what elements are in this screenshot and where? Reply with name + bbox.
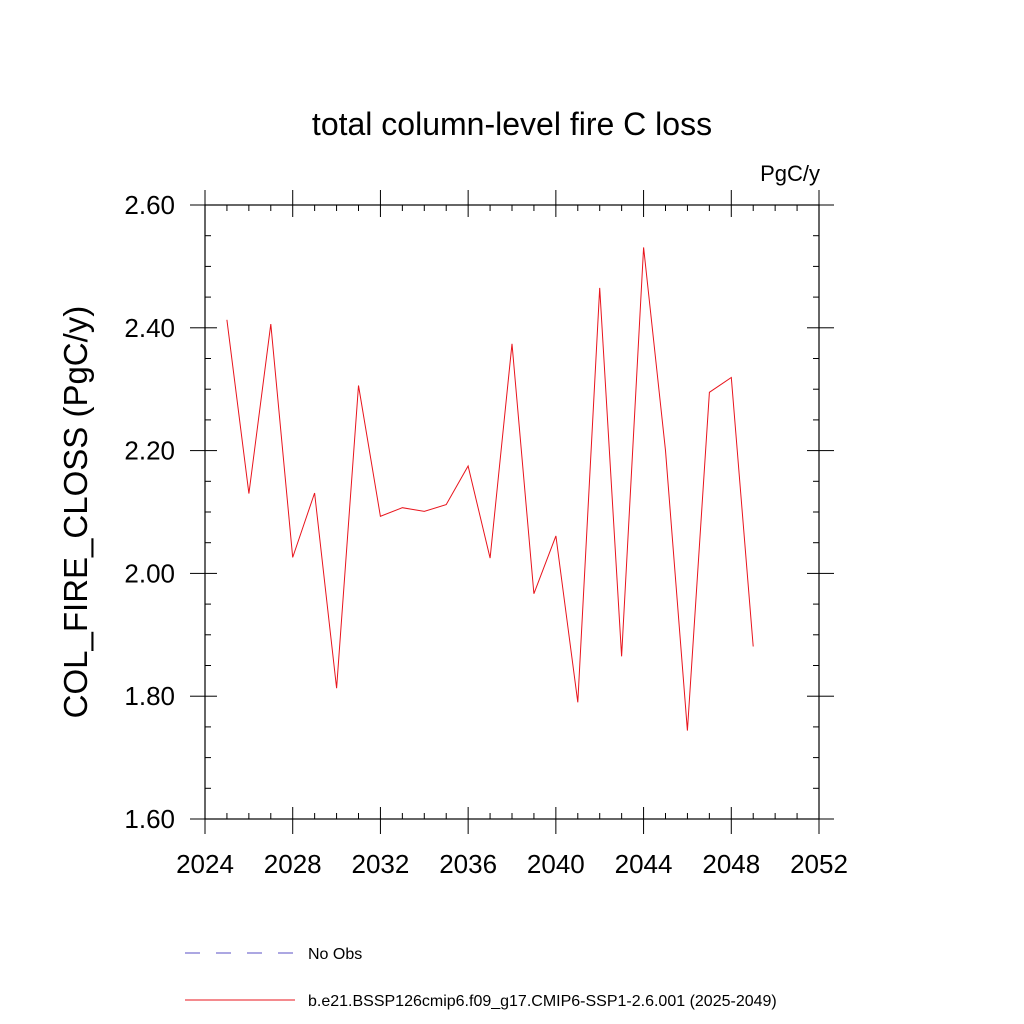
- x-axis-tick-labels: 2024 2028 2032 2036 2040 2044 2048 2052: [176, 849, 848, 879]
- x-tick-label: 2052: [790, 849, 848, 879]
- plot-frame: [204, 204, 820, 820]
- x-tick-label: 2032: [352, 849, 410, 879]
- y-tick-label: 2.60: [124, 190, 175, 220]
- y-axis-tick-labels: 1.60 1.80 2.00 2.20 2.40 2.60: [124, 190, 175, 834]
- legend-label-model-run: b.e21.BSSP126cmip6.f09_g17.CMIP6-SSP1-2.…: [308, 993, 777, 1010]
- x-tick-label: 2036: [439, 849, 497, 879]
- legend: No Obs b.e21.BSSP126cmip6.f09_g17.CMIP6-…: [185, 946, 777, 1010]
- y-tick-label: 2.40: [124, 313, 175, 343]
- y-tick-label: 2.20: [124, 436, 175, 466]
- x-tick-label: 2040: [527, 849, 585, 879]
- x-axis-ticks: [204, 190, 820, 834]
- x-tick-label: 2028: [264, 849, 322, 879]
- legend-label-no-obs: No Obs: [308, 946, 362, 963]
- series-line: [226, 247, 754, 731]
- y-tick-label: 1.80: [124, 681, 175, 711]
- series-group: [226, 247, 754, 731]
- y-tick-label: 2.00: [124, 558, 175, 588]
- units-label: PgC/y: [760, 161, 820, 186]
- x-tick-label: 2044: [615, 849, 673, 879]
- x-tick-label: 2048: [702, 849, 760, 879]
- x-tick-label: 2024: [176, 849, 234, 879]
- y-tick-label: 1.60: [124, 804, 175, 834]
- chart-title: total column-level fire C loss: [312, 106, 712, 142]
- y-axis-ticks: [190, 204, 834, 820]
- y-axis-label: COL_FIRE_CLOSS (PgC/y): [57, 306, 94, 719]
